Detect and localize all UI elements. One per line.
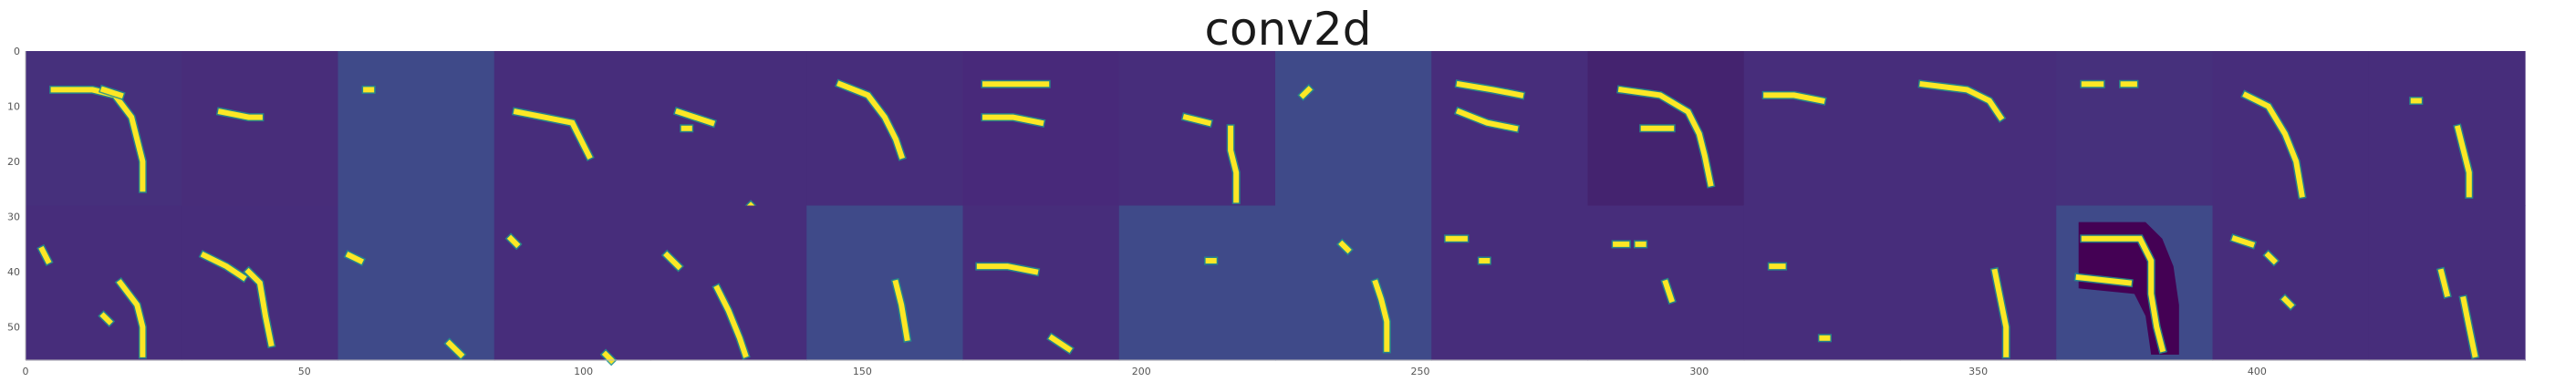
heatmap-tile xyxy=(1118,205,1276,361)
heatmap-tile xyxy=(26,205,182,361)
heatmap-activation-stroke xyxy=(2075,274,2133,286)
heatmap-tile xyxy=(650,51,807,207)
heatmap-activation-stroke xyxy=(513,108,593,160)
heatmap-activation-stroke xyxy=(1662,279,1676,304)
heatmap-activation-stroke xyxy=(2081,235,2166,353)
heatmap-activation-stroke xyxy=(2460,295,2478,358)
heatmap-activation-stroke xyxy=(1228,125,1240,203)
y-tick-label: 0 xyxy=(14,46,20,57)
chart-title: conv2d xyxy=(1204,3,1372,56)
heatmap-activation-stroke xyxy=(1338,240,1352,254)
x-tick-label: 250 xyxy=(1411,366,1430,377)
x-tick: 150 xyxy=(853,366,872,377)
heatmap-activation-stroke xyxy=(244,267,275,347)
heatmap-tile xyxy=(806,51,964,207)
y-tick: 20 xyxy=(7,156,20,168)
heatmap-activation-stroke xyxy=(1456,80,1524,98)
heatmap-tile xyxy=(26,51,182,207)
heatmap-activation-stroke xyxy=(2454,125,2472,198)
heatmap-activation-stroke xyxy=(836,80,906,160)
heatmap-activation-stroke xyxy=(2242,91,2305,198)
heatmap-activation-stroke xyxy=(892,279,910,342)
x-tick-label: 200 xyxy=(1132,366,1151,377)
heatmap-activation-stroke xyxy=(200,251,247,282)
heatmap-tile xyxy=(1900,51,2057,207)
heatmap-activation-stroke xyxy=(982,114,1044,127)
heatmap-activation-stroke xyxy=(50,87,146,192)
heatmap-tile xyxy=(2212,205,2370,361)
heatmap-tile xyxy=(182,51,339,207)
y-tick: 10 xyxy=(7,101,20,113)
x-tick-label: 150 xyxy=(853,366,872,377)
x-tick-label: 300 xyxy=(1689,366,1709,377)
heatmap-tile xyxy=(1900,205,2057,361)
x-tick: 350 xyxy=(1968,366,1988,377)
heatmap-tile xyxy=(962,51,1120,207)
heatmap-activation-stroke xyxy=(976,263,1039,275)
heatmap-activation-stroke xyxy=(2437,268,2451,298)
heatmap-activation-stroke xyxy=(99,86,124,99)
x-tick-label: 400 xyxy=(2248,366,2267,377)
heatmap-activation-stroke xyxy=(713,284,749,358)
heatmap-activation-stroke xyxy=(2264,251,2279,265)
x-tick-label: 0 xyxy=(23,366,29,377)
heatmap-activation-stroke xyxy=(445,339,465,359)
heatmap-activation-stroke xyxy=(217,108,263,120)
heatmap-tile xyxy=(2212,51,2370,207)
heatmap-activation-stroke xyxy=(38,245,52,265)
heatmap-activation-stroke xyxy=(1372,279,1390,352)
y-tick-label: 20 xyxy=(7,156,20,168)
heatmap-activation-stroke xyxy=(674,108,716,127)
heatmap-tile xyxy=(493,205,651,361)
heatmap-tile xyxy=(806,205,964,361)
y-tick-label: 50 xyxy=(7,322,20,334)
heatmap-tile xyxy=(2368,51,2526,207)
heatmap-tile xyxy=(338,205,495,361)
heatmap-activation-stroke xyxy=(1991,268,2010,357)
heatmap-activation-stroke xyxy=(2280,295,2295,309)
heatmap-activation-stroke xyxy=(1617,87,1714,187)
y-tick-label: 30 xyxy=(7,212,20,223)
y-tick-label: 10 xyxy=(7,101,20,113)
heatmap-tile xyxy=(1275,205,1432,361)
heatmap-activation-stroke xyxy=(1455,108,1519,132)
x-tick-label: 350 xyxy=(1968,366,1988,377)
x-tick: 50 xyxy=(298,366,311,377)
heatmap-activation-stroke xyxy=(99,312,113,325)
y-tick: 50 xyxy=(7,322,20,334)
heatmap-activation-stroke xyxy=(2231,235,2256,248)
heatmap-tile xyxy=(1743,51,1901,207)
heatmap-activation-stroke xyxy=(1919,80,2005,121)
heatmap-activation-stroke xyxy=(345,251,365,265)
y-tick-label: 40 xyxy=(7,266,20,278)
heatmap-tile xyxy=(650,205,807,361)
x-tick: 0 xyxy=(23,366,29,377)
x-tick: 400 xyxy=(2248,366,2267,377)
heatmap-tile xyxy=(1118,51,1276,207)
y-tick: 30 xyxy=(7,212,20,223)
x-tick-label: 100 xyxy=(574,366,593,377)
heatmap-tile xyxy=(338,51,495,207)
heatmap-tile xyxy=(2056,51,2214,207)
x-tick: 100 xyxy=(574,366,593,377)
heatmap-activation-stroke xyxy=(663,251,682,271)
heatmap-activation-stroke xyxy=(1763,92,1825,105)
heatmap-activation-stroke xyxy=(1048,334,1073,354)
x-tick: 200 xyxy=(1132,366,1151,377)
x-tick: 300 xyxy=(1689,366,1709,377)
heatmap-tile xyxy=(1275,51,1432,207)
heatmap-tile xyxy=(962,205,1120,361)
x-tick-label: 50 xyxy=(298,366,311,377)
heatmap-activation-stroke xyxy=(601,350,616,365)
y-tick: 40 xyxy=(7,266,20,278)
x-tick: 250 xyxy=(1411,366,1430,377)
y-tick: 0 xyxy=(14,46,20,57)
heatmap-activation-stroke xyxy=(116,279,146,357)
heatmap-activation-stroke xyxy=(1299,86,1313,99)
heatmap-activation-stroke xyxy=(1182,113,1212,127)
heatmap-tile xyxy=(1431,205,1589,361)
heatmap-activation-stroke xyxy=(506,234,521,249)
